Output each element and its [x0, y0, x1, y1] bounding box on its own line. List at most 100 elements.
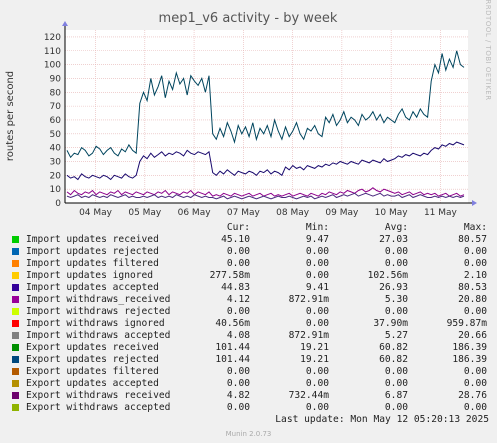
legend-min: 9.47: [305, 234, 329, 245]
legend-row: Export withdraws received 4.82 732.44m 6.87…: [12, 390, 490, 402]
legend-label: Import updates accepted: [26, 282, 159, 293]
y-tick-label: 120: [44, 33, 61, 43]
legend-swatch: [12, 296, 19, 303]
y-tick-label: 10: [50, 185, 62, 195]
y-tick-label: 0: [55, 199, 61, 209]
legend-row: Import updates rejected 0.00 0.00 0.00 0.00: [12, 246, 490, 258]
legend-cur: 0.00: [226, 378, 250, 389]
plot-area: 0 10 20 30 40 50 60 70 80 90 100 110 120 04 May 05 May…: [44, 21, 477, 218]
legend-label: Export updates accepted: [26, 378, 159, 389]
legend-row: Export updates rejected 101.44 19.21 60.82 1…: [12, 354, 490, 366]
legend-row: Import updates filtered 0.00 0.00 0.00 0.00: [12, 258, 490, 270]
legend-max: 0.00: [463, 246, 487, 257]
legend-max: 28.76: [458, 390, 487, 401]
y-tick-label: 100: [44, 61, 61, 71]
legend-min: 0.00: [305, 402, 329, 413]
legend-avg: 6.87: [384, 390, 408, 401]
legend-rows: Import updates received 45.10 9.47 27.03 80.…: [12, 234, 490, 414]
legend-label: Import updates rejected: [26, 246, 159, 257]
legend-avg: 26.93: [379, 282, 408, 293]
legend-label: Export updates received: [26, 342, 159, 353]
series-line: [66, 192, 465, 200]
legend-avg: 27.03: [379, 234, 408, 245]
legend-cur: 45.10: [221, 234, 250, 245]
legend-swatch: [12, 368, 19, 375]
y-tick-label: 30: [50, 157, 62, 167]
legend-max: 186.39: [452, 354, 487, 365]
legend-label: Import updates filtered: [26, 258, 159, 269]
legend: Cur: Min: Avg: Max: Import updates recei…: [12, 222, 490, 414]
x-tick-label: 08 May: [276, 208, 310, 218]
legend-row: Import updates accepted 44.83 9.41 26.93 80.…: [12, 282, 490, 294]
legend-row: Export updates accepted 0.00 0.00 0.00 0.00: [12, 378, 490, 390]
legend-row: Import withdraws ignored 40.56m 0.00 37.90m…: [12, 318, 490, 330]
legend-cur: 101.44: [215, 354, 250, 365]
legend-row: Import updates received 45.10 9.47 27.03 80.…: [12, 234, 490, 246]
legend-row: Import withdraws rejected 0.00 0.00 0.00 0.0…: [12, 306, 490, 318]
legend-avg: 0.00: [384, 366, 408, 377]
legend-avg: 0.00: [384, 306, 408, 317]
header-avg: Avg:: [384, 222, 408, 233]
y-tick-label: 110: [44, 47, 61, 57]
legend-min: 872.91m: [288, 294, 329, 305]
legend-max: 20.80: [458, 294, 487, 305]
legend-max: 80.57: [458, 234, 487, 245]
legend-avg: 5.27: [384, 330, 408, 341]
legend-max: 20.66: [458, 330, 487, 341]
chart-title: mep1_v6 activity - by week: [159, 11, 338, 26]
legend-row: Import withdraws_received 4.12 872.91m 5.30…: [12, 294, 490, 306]
legend-max: 0.00: [463, 378, 487, 389]
legend-label: Import withdraws accepted: [26, 330, 171, 341]
header-cur: Cur:: [226, 222, 250, 233]
legend-min: 872.91m: [288, 330, 329, 341]
legend-swatch: [12, 404, 19, 411]
munin-version: Munin 2.0.73: [225, 430, 272, 438]
y-tick-label: 70: [50, 102, 62, 112]
legend-min: 732.44m: [288, 390, 329, 401]
y-tick-label: 50: [50, 130, 62, 140]
legend-cur: 0.00: [226, 402, 250, 413]
legend-avg: 60.82: [379, 342, 408, 353]
legend-max: 0.00: [463, 306, 487, 317]
legend-swatch: [12, 356, 19, 363]
legend-max: 959.87m: [446, 318, 487, 329]
legend-min: 0.00: [305, 366, 329, 377]
legend-min: 9.41: [305, 282, 329, 293]
x-tick-label: 11 May: [424, 208, 458, 218]
legend-cur: 4.12: [226, 294, 250, 305]
legend-cur: 101.44: [215, 342, 250, 353]
legend-min: 0.00: [305, 258, 329, 269]
y-tick-label: 60: [50, 116, 62, 126]
y-tick-label: 90: [50, 74, 62, 84]
legend-avg: 0.00: [384, 246, 408, 257]
legend-max: 2.10: [463, 270, 487, 281]
legend-label: Export updates rejected: [26, 354, 159, 365]
legend-avg: 37.90m: [373, 318, 408, 329]
last-update: Last update: Mon May 12 05:20:13 2025: [275, 414, 489, 425]
y-tick-label: 40: [50, 144, 62, 154]
x-tick-label: 04 May: [79, 208, 113, 218]
legend-cur: 0.00: [226, 306, 250, 317]
legend-max: 0.00: [463, 402, 487, 413]
legend-label: Export updates filtered: [26, 366, 159, 377]
legend-cur: 277.58m: [209, 270, 250, 281]
legend-swatch: [12, 332, 19, 339]
legend-min: 0.00: [305, 318, 329, 329]
legend-avg: 60.82: [379, 354, 408, 365]
legend-row: Import withdraws accepted 4.08 872.91m 5.27…: [12, 330, 490, 342]
legend-row: Export updates received 101.44 19.21 60.82 1…: [12, 342, 490, 354]
legend-min: 0.00: [305, 246, 329, 257]
x-tick-label: 06 May: [178, 208, 212, 218]
x-tick-label: 07 May: [227, 208, 261, 218]
chart: mep1_v6 activity - by week routes per se…: [5, 0, 492, 218]
legend-cur: 0.00: [226, 246, 250, 257]
legend-avg: 0.00: [384, 258, 408, 269]
x-tick-label: 09 May: [325, 208, 359, 218]
legend-cur: 4.82: [226, 390, 250, 401]
legend-label: Import updates received: [26, 234, 159, 245]
header-min: Min:: [305, 222, 329, 233]
legend-swatch: [12, 236, 19, 243]
legend-max: 0.00: [463, 258, 487, 269]
x-axis-arrow: [472, 200, 477, 206]
legend-label: Import withdraws_received: [26, 294, 171, 305]
